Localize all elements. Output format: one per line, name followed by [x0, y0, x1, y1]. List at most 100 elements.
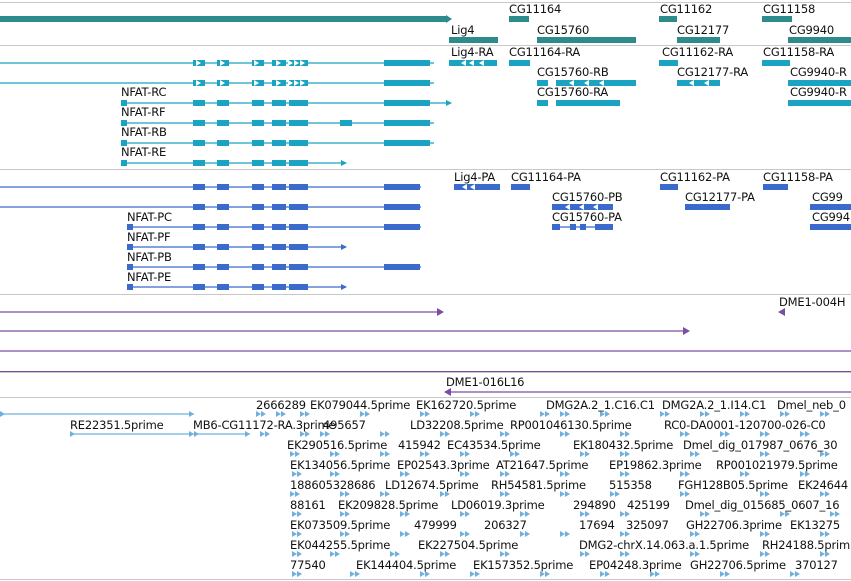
est-marker[interactable]	[820, 491, 825, 497]
exon-chevron[interactable]	[599, 80, 604, 86]
exon-block[interactable]	[121, 160, 127, 166]
est-marker[interactable]	[345, 531, 350, 537]
est-marker[interactable]	[655, 571, 660, 577]
est-marker[interactable]	[420, 411, 425, 417]
est-marker[interactable]	[795, 571, 800, 577]
exon-chevron[interactable]	[254, 60, 259, 66]
est-marker[interactable]	[520, 511, 525, 517]
est-marker[interactable]	[765, 551, 770, 557]
est-marker[interactable]	[565, 531, 570, 537]
est-marker[interactable]	[820, 531, 825, 537]
est-marker[interactable]	[625, 531, 630, 537]
exon-chevron[interactable]	[470, 184, 475, 190]
exon-chevron[interactable]	[579, 204, 584, 210]
est-marker[interactable]	[585, 511, 590, 517]
exon-chevron[interactable]	[276, 60, 281, 66]
est-marker[interactable]	[445, 491, 450, 497]
exon-chevron[interactable]	[196, 60, 201, 66]
est-marker[interactable]	[820, 451, 825, 457]
exon-block[interactable]	[556, 80, 636, 86]
strand-arrow[interactable]	[341, 160, 347, 166]
est-marker[interactable]	[695, 531, 700, 537]
est-marker[interactable]	[189, 431, 194, 437]
est-marker[interactable]	[685, 471, 690, 477]
est-marker[interactable]	[305, 411, 310, 417]
exon-block[interactable]	[762, 60, 790, 66]
est-marker[interactable]	[189, 411, 194, 417]
exon-block[interactable]	[289, 100, 308, 106]
est-marker[interactable]	[345, 491, 350, 497]
est-marker[interactable]	[355, 571, 360, 577]
gene-bar-cg11164[interactable]	[509, 16, 529, 22]
est-marker[interactable]	[475, 571, 480, 577]
strand-arrow[interactable]	[444, 388, 451, 396]
est-marker[interactable]	[385, 491, 390, 497]
est-marker[interactable]	[425, 451, 430, 457]
exon-block[interactable]	[193, 140, 205, 146]
exon-block[interactable]	[252, 160, 264, 166]
est-marker[interactable]	[720, 571, 725, 577]
est-marker[interactable]	[295, 451, 300, 457]
est-marker[interactable]	[510, 451, 515, 457]
est-marker[interactable]	[745, 411, 750, 417]
exon-block[interactable]	[384, 100, 430, 106]
est-marker[interactable]	[620, 451, 625, 457]
est-marker[interactable]	[825, 531, 830, 537]
est-marker[interactable]	[625, 471, 630, 477]
est-marker[interactable]	[545, 571, 550, 577]
est-marker[interactable]	[335, 451, 340, 457]
est-marker[interactable]	[560, 471, 565, 477]
est-marker[interactable]	[565, 411, 570, 417]
exon-chevron[interactable]	[569, 80, 574, 86]
est-marker[interactable]	[297, 511, 302, 517]
exon-block[interactable]	[272, 160, 286, 166]
est-marker[interactable]	[292, 551, 297, 557]
est-marker[interactable]	[475, 411, 480, 417]
est-marker[interactable]	[460, 471, 465, 477]
est-marker[interactable]	[585, 551, 590, 557]
exon-block[interactable]	[289, 204, 308, 210]
exon-block[interactable]	[289, 264, 308, 270]
est-marker[interactable]	[565, 431, 570, 437]
exon-block[interactable]	[252, 100, 264, 106]
est-marker[interactable]	[820, 411, 825, 417]
est-marker[interactable]	[600, 411, 605, 417]
exon-block[interactable]	[193, 204, 205, 210]
exon-block[interactable]	[788, 80, 851, 86]
exon-block[interactable]	[556, 100, 620, 106]
est-marker[interactable]	[292, 511, 297, 517]
clone-line[interactable]	[0, 371, 851, 373]
est-marker[interactable]	[360, 411, 365, 417]
est-marker[interactable]	[820, 551, 825, 557]
est-marker[interactable]	[500, 491, 505, 497]
exon-chevron[interactable]	[461, 60, 466, 66]
exon-block[interactable]	[272, 184, 286, 190]
est-marker[interactable]	[345, 511, 350, 517]
est-marker[interactable]	[340, 491, 345, 497]
est-marker[interactable]	[705, 411, 710, 417]
est-marker[interactable]	[297, 531, 302, 537]
est-marker[interactable]	[625, 511, 630, 517]
est-marker[interactable]	[460, 451, 465, 457]
est-marker[interactable]	[780, 411, 785, 417]
est-marker[interactable]	[470, 411, 475, 417]
est-marker[interactable]	[194, 431, 199, 437]
est-marker[interactable]	[565, 491, 570, 497]
exon-block[interactable]	[217, 120, 229, 126]
est-marker[interactable]	[330, 551, 335, 557]
exon-block[interactable]	[788, 100, 851, 106]
est-marker[interactable]	[600, 571, 605, 577]
est-marker[interactable]	[695, 551, 700, 557]
est-marker[interactable]	[445, 551, 450, 557]
est-marker[interactable]	[725, 571, 730, 577]
exon-block[interactable]	[384, 80, 430, 86]
exon-block[interactable]	[217, 204, 229, 210]
gene-bar-cg11158[interactable]	[762, 16, 792, 22]
est-marker[interactable]	[290, 491, 295, 497]
est-marker[interactable]	[405, 511, 410, 517]
exon-block[interactable]	[217, 284, 229, 290]
exon-block[interactable]	[193, 264, 205, 270]
exon-block[interactable]	[659, 60, 678, 66]
exon-chevron[interactable]	[593, 204, 598, 210]
strand-arrow[interactable]	[446, 100, 452, 106]
